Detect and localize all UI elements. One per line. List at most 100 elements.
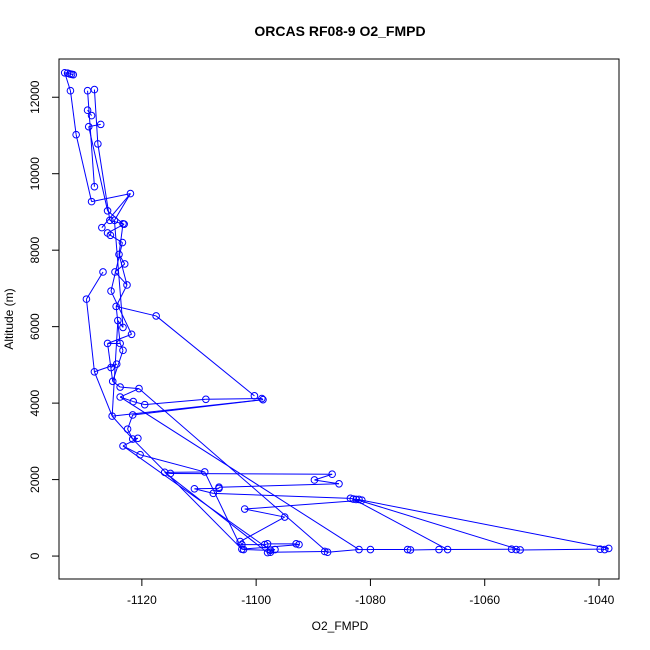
- series-line-segment: [138, 388, 328, 553]
- series-line-segment: [133, 401, 145, 406]
- series-line-segment: [113, 220, 124, 328]
- data-point: [355, 495, 363, 504]
- data-point: [258, 394, 266, 403]
- series-line-segment: [122, 445, 271, 551]
- series-line-segment: [264, 543, 268, 546]
- series-line-segment: [110, 290, 133, 335]
- series-line-segment: [314, 479, 340, 485]
- data-point: [310, 476, 319, 484]
- data-point: [72, 130, 80, 139]
- series-line-segment: [244, 508, 285, 518]
- data-point: [114, 316, 122, 325]
- data-point: [295, 540, 303, 549]
- data-point: [596, 545, 604, 553]
- series-line-segment: [270, 550, 325, 553]
- data-point: [346, 494, 355, 503]
- series-line-segment: [243, 549, 271, 551]
- data-point: [120, 220, 128, 228]
- data-point: [263, 548, 272, 557]
- series-line-segment: [115, 284, 128, 307]
- data-point: [106, 216, 114, 225]
- data-point: [116, 339, 124, 348]
- y-tick-label: 10000: [28, 157, 42, 191]
- data-point: [403, 545, 412, 554]
- data-point: [202, 395, 210, 404]
- data-point: [119, 346, 127, 355]
- series-line-segment: [119, 396, 360, 550]
- data-point: [140, 400, 149, 409]
- data-point: [135, 384, 143, 393]
- data-point: [112, 302, 120, 311]
- data-point: [507, 545, 516, 553]
- series-line-segment: [85, 299, 95, 372]
- data-point: [355, 545, 363, 554]
- series-line-segment: [75, 134, 93, 202]
- data-point: [112, 360, 121, 368]
- data-point: [103, 206, 112, 215]
- series-line-segment: [213, 492, 351, 499]
- series-line-segment: [355, 498, 521, 551]
- data-point: [259, 395, 267, 404]
- data-point: [82, 295, 91, 303]
- data-point: [118, 238, 127, 247]
- data-point: [115, 250, 123, 259]
- data-point: [116, 393, 124, 401]
- series-line-segment: [119, 396, 134, 403]
- data-point: [87, 111, 96, 120]
- x-tick-label: -1060: [469, 593, 500, 607]
- series-line-segment: [88, 126, 109, 211]
- data-point: [435, 545, 443, 554]
- x-tick-label: -1080: [355, 593, 386, 607]
- data-point: [103, 339, 112, 348]
- data-point: [110, 216, 119, 225]
- data-point: [69, 70, 78, 79]
- series-line-segment: [353, 498, 448, 550]
- series-line-segment: [116, 305, 157, 317]
- series-line-segment: [144, 398, 206, 406]
- data-point: [215, 484, 223, 493]
- series-line-segment: [218, 483, 340, 488]
- data-point: [166, 469, 175, 478]
- data-point: [349, 495, 358, 503]
- series-line-segment: [204, 471, 243, 550]
- data-points: [60, 68, 613, 557]
- x-axis: -1120 -1100 -1080 -1060 -1040: [127, 578, 615, 607]
- data-point: [512, 545, 520, 554]
- x-tick-label: -1100: [241, 593, 271, 607]
- series-line-segment: [94, 363, 117, 373]
- x-tick-label: -1120: [127, 593, 157, 607]
- series-line-segment: [132, 438, 243, 550]
- data-point: [516, 546, 524, 554]
- data-point: [66, 86, 75, 95]
- data-point: [266, 548, 275, 557]
- data-point: [263, 540, 272, 548]
- series-line-segment: [91, 193, 131, 203]
- series-line-segment: [520, 548, 601, 551]
- data-point: [292, 540, 300, 548]
- series-line-segment: [164, 471, 268, 554]
- x-axis-label: O2_FMPD: [312, 619, 369, 633]
- data-point: [604, 544, 613, 553]
- data-point: [128, 411, 137, 419]
- data-point: [406, 546, 415, 554]
- data-point: [240, 505, 249, 513]
- data-point: [108, 377, 117, 386]
- series-line-segment: [170, 472, 333, 475]
- y-tick-label: 6000: [28, 313, 42, 340]
- data-point: [358, 496, 366, 505]
- series-line-segment: [114, 271, 128, 286]
- series-line-segment: [69, 90, 77, 135]
- data-point: [94, 140, 102, 148]
- series-line-segment: [117, 320, 124, 328]
- data-point: [126, 189, 135, 198]
- series-line-segment: [118, 254, 126, 265]
- data-point: [99, 268, 107, 276]
- data-point: [136, 450, 144, 459]
- series-line-segment: [122, 437, 139, 447]
- series-line-segment: [113, 193, 131, 221]
- series-line-segment: [244, 499, 362, 510]
- data-point: [239, 545, 248, 554]
- data-point: [87, 197, 96, 206]
- data-point: [98, 223, 106, 232]
- data-point: [60, 68, 69, 77]
